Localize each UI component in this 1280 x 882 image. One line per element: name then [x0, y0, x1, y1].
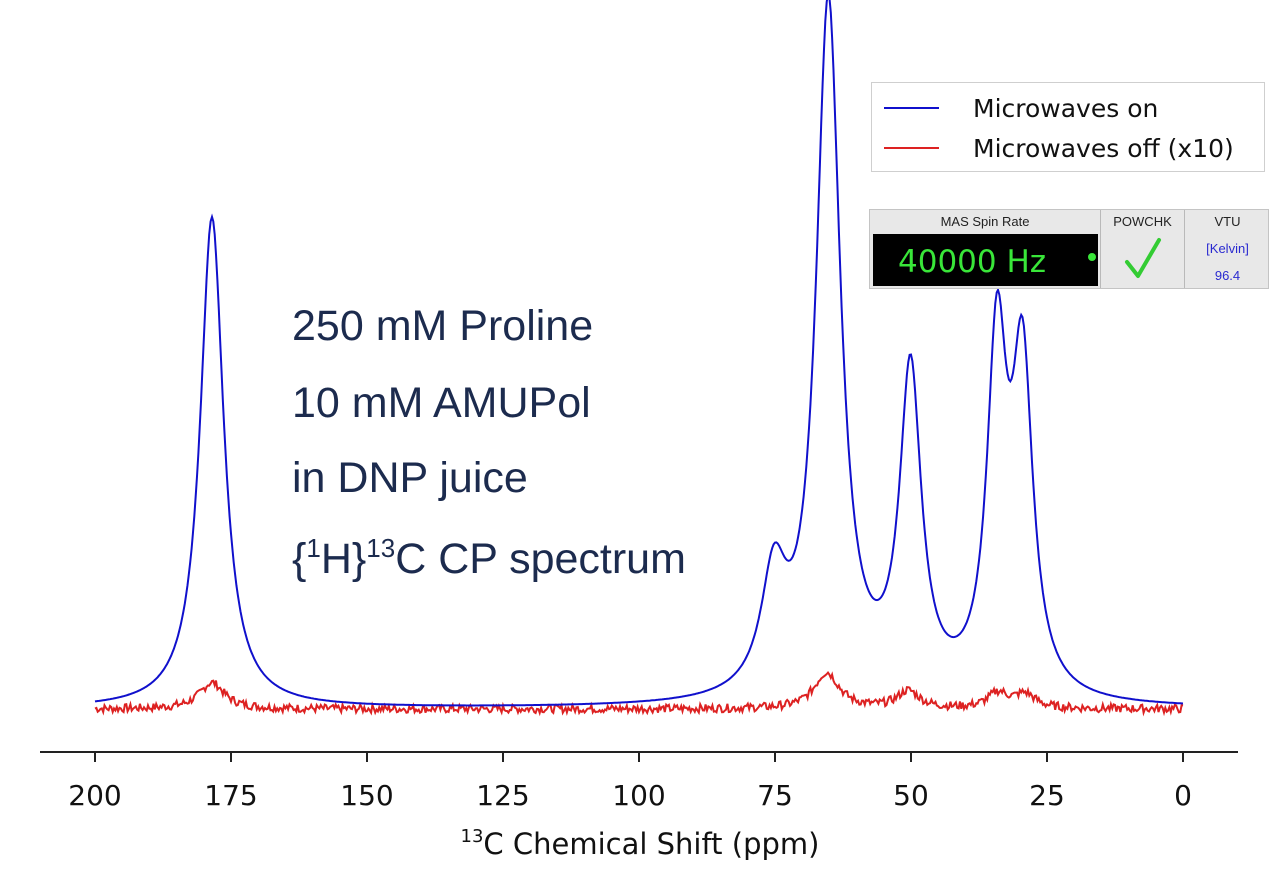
x-axis-title-text: C Chemical Shift (ppm): [483, 827, 820, 861]
mas-header: MAS Spin Rate: [940, 214, 1030, 229]
x-tick-label: 25: [1029, 779, 1065, 812]
annotation-sup: 13: [366, 533, 396, 563]
legend-label: Microwaves off (x10): [973, 133, 1234, 163]
annotation-part: H}: [320, 535, 367, 583]
vtu-panel: VTU [Kelvin] 96.4: [1185, 210, 1270, 288]
x-tick-label: 200: [68, 779, 121, 812]
annotation-line-3: in DNP juice: [292, 454, 528, 502]
annotation-line-4: {1H}13C CP spectrum: [292, 535, 686, 581]
series-line-microwaves-off-x10: [94, 670, 1184, 717]
series-line-microwaves-on: [94, 0, 1184, 707]
mas-spin-rate-panel: MAS Spin Rate 40000 Hz: [870, 210, 1101, 288]
vtu-header: VTU: [1214, 214, 1241, 229]
annotation-sup: 1: [306, 533, 321, 563]
mas-value: 40000 Hz: [898, 244, 1047, 280]
x-tick-label: 100: [612, 779, 665, 812]
chart-legend: Microwaves on Microwaves off (x10): [871, 82, 1265, 172]
powchk-header: POWCHK: [1113, 214, 1172, 229]
powchk-panel: POWCHK: [1101, 210, 1185, 288]
legend-label: Microwaves on: [973, 93, 1159, 123]
annotation-part: {: [292, 535, 307, 583]
annotation-part: C CP spectrum: [395, 535, 686, 583]
x-tick-label: 150: [340, 779, 393, 812]
legend-item-microwaves-off: Microwaves off (x10): [884, 133, 1234, 163]
vtu-value: 96.4: [1214, 268, 1241, 283]
x-tick-label: 125: [476, 779, 529, 812]
x-axis-title: 13C Chemical Shift (ppm): [0, 826, 1280, 861]
legend-swatch-red: [884, 147, 939, 149]
series-layer: [94, 0, 1184, 717]
status-dot-icon: [1088, 253, 1096, 261]
x-tick-label: 50: [893, 779, 929, 812]
x-tick-label: 175: [204, 779, 257, 812]
annotation-line-2: 10 mM AMUPol: [292, 379, 591, 427]
legend-swatch-blue: [884, 107, 939, 109]
x-tick-layer: 200 175 150 125 100 75 50 25 0: [68, 752, 1192, 812]
x-tick-label: 0: [1174, 779, 1192, 812]
legend-item-microwaves-on: Microwaves on: [884, 93, 1158, 123]
vtu-unit: [Kelvin]: [1206, 241, 1249, 256]
mas-display: 40000 Hz: [873, 234, 1098, 286]
x-axis-title-sup: 13: [460, 826, 484, 847]
x-tick-label: 75: [757, 779, 793, 812]
annotation-line-1: 250 mM Proline: [292, 302, 594, 350]
checkmark-icon: [1125, 238, 1161, 278]
spectrometer-status-panel: MAS Spin Rate 40000 Hz POWCHK VTU [Kelvi…: [869, 209, 1269, 289]
